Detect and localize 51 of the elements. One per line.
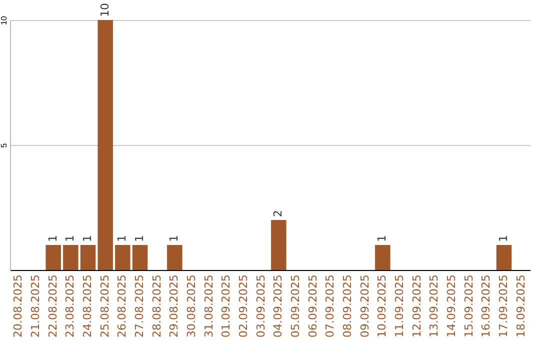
bar — [80, 245, 96, 270]
x-tick-label: 22.08.2025 — [46, 274, 60, 338]
data-label: 1 — [81, 235, 94, 242]
x-tick-label: 07.09.2025 — [324, 274, 337, 338]
x-tick-label: 26.08.2025 — [116, 274, 129, 338]
x-tick-label: 17.09.2025 — [497, 274, 510, 338]
x-tick-label: 31.08.2025 — [202, 274, 216, 338]
data-label: 1 — [168, 235, 181, 242]
data-label: 1 — [497, 235, 510, 242]
x-tick-label: 18.09.2025 — [514, 274, 528, 338]
x-tick-label: 25.08.2025 — [98, 274, 112, 338]
x-tick-label: 06.09.2025 — [306, 274, 320, 338]
bar — [132, 245, 148, 270]
x-tick-label: 05.09.2025 — [289, 274, 302, 338]
bar — [271, 220, 286, 270]
x-tick-label: 30.08.2025 — [185, 274, 198, 338]
data-label: 1 — [64, 235, 77, 242]
x-tick-label: 27.08.2025 — [133, 274, 146, 338]
x-tick-label: 13.09.2025 — [428, 274, 441, 338]
x-tick-label: 14.09.2025 — [445, 274, 458, 338]
x-tick-label: 29.08.2025 — [168, 274, 181, 338]
y-tick-label: 5 — [0, 142, 8, 148]
x-tick-label: 16.09.2025 — [480, 274, 493, 338]
bar — [46, 245, 61, 270]
data-label: 2 — [272, 210, 285, 217]
x-tick-label: 03.09.2025 — [254, 274, 268, 338]
bar — [98, 20, 113, 270]
data-label: 1 — [133, 235, 146, 242]
x-tick-label: 21.08.2025 — [29, 274, 42, 338]
x-tick-label: 02.09.2025 — [237, 274, 250, 338]
x-tick-label: 08.09.2025 — [341, 274, 354, 338]
bar — [63, 245, 78, 270]
bar — [167, 245, 182, 270]
x-tick-label: 12.09.2025 — [410, 274, 424, 338]
bar — [496, 245, 512, 270]
x-tick-label: 09.09.2025 — [358, 274, 372, 338]
x-tick-label: 28.08.2025 — [150, 274, 164, 338]
x-tick-label: 04.09.2025 — [272, 274, 285, 338]
x-tick-label: 20.08.2025 — [12, 274, 25, 338]
data-label: 1 — [116, 235, 129, 242]
x-tick-label: 24.08.2025 — [81, 274, 94, 338]
bar — [375, 245, 390, 270]
x-tick-label: 01.09.2025 — [220, 274, 233, 338]
data-label: 1 — [46, 235, 60, 242]
x-tick-label: 10.09.2025 — [376, 274, 389, 338]
data-label: 1 — [376, 235, 389, 242]
data-label: 10 — [98, 3, 112, 17]
x-tick-label: 11.09.2025 — [393, 274, 406, 338]
x-tick-label: 23.08.2025 — [64, 274, 77, 338]
x-tick-label: 15.09.2025 — [462, 274, 476, 338]
bar — [115, 245, 130, 270]
